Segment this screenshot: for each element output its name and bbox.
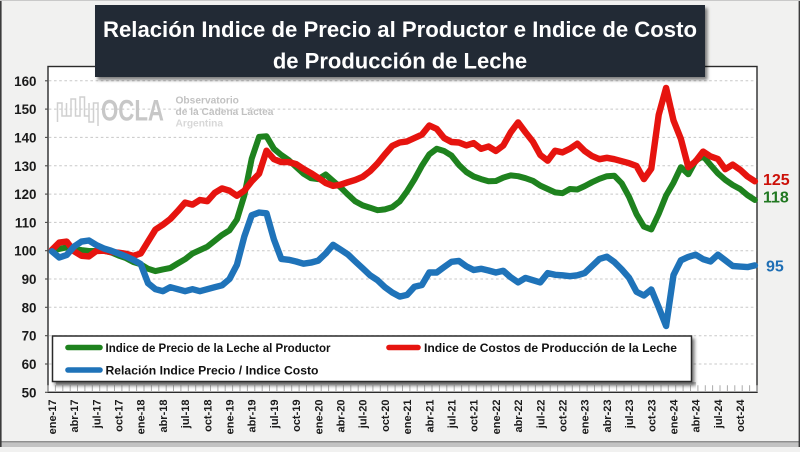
svg-text:ene-22: ene-22 bbox=[491, 400, 503, 435]
svg-text:140: 140 bbox=[14, 130, 36, 145]
svg-text:oct-21: oct-21 bbox=[469, 400, 481, 432]
svg-text:ene-19: ene-19 bbox=[225, 400, 237, 435]
svg-text:Observatorio: Observatorio bbox=[176, 96, 239, 107]
svg-text:jul-23: jul-23 bbox=[624, 400, 636, 430]
svg-text:jul-22: jul-22 bbox=[535, 400, 547, 430]
svg-text:oct-20: oct-20 bbox=[380, 400, 392, 432]
svg-text:abr-17: abr-17 bbox=[69, 400, 81, 433]
svg-text:118: 118 bbox=[763, 190, 789, 207]
svg-text:Indice de Precio de la Leche a: Indice de Precio de la Leche al Producto… bbox=[106, 341, 331, 355]
svg-text:ene-21: ene-21 bbox=[402, 400, 414, 435]
svg-text:ene-24: ene-24 bbox=[669, 399, 681, 435]
svg-text:120: 120 bbox=[14, 187, 36, 202]
svg-text:jul-19: jul-19 bbox=[269, 400, 281, 430]
svg-text:oct-17: oct-17 bbox=[114, 400, 126, 432]
svg-text:110: 110 bbox=[15, 215, 37, 230]
svg-text:oct-23: oct-23 bbox=[646, 400, 658, 432]
svg-text:oct-19: oct-19 bbox=[291, 400, 303, 432]
svg-text:abr-24: abr-24 bbox=[691, 399, 703, 433]
svg-text:60: 60 bbox=[22, 357, 37, 372]
svg-text:ene-23: ene-23 bbox=[580, 400, 592, 435]
svg-text:jul-20: jul-20 bbox=[358, 400, 370, 430]
svg-text:Argentina: Argentina bbox=[176, 119, 224, 130]
svg-text:Relación Indice Precio / Indic: Relación Indice Precio / Indice Costo bbox=[106, 364, 319, 378]
svg-text:de la Cadena Láctea: de la Cadena Láctea bbox=[176, 107, 274, 118]
svg-text:jul-21: jul-21 bbox=[447, 400, 459, 430]
svg-text:95: 95 bbox=[766, 259, 784, 276]
svg-text:abr-19: abr-19 bbox=[247, 400, 259, 433]
svg-text:Relación Indice de Precio al P: Relación Indice de Precio al Productor e… bbox=[103, 17, 697, 42]
svg-text:abr-18: abr-18 bbox=[158, 400, 170, 433]
svg-text:abr-23: abr-23 bbox=[602, 400, 614, 433]
svg-text:de Producción de Leche: de Producción de Leche bbox=[273, 48, 527, 73]
svg-text:jul-18: jul-18 bbox=[180, 400, 192, 430]
svg-text:80: 80 bbox=[22, 300, 37, 315]
svg-text:ene-18: ene-18 bbox=[136, 400, 148, 435]
svg-text:jul-24: jul-24 bbox=[713, 399, 725, 430]
svg-text:100: 100 bbox=[14, 244, 36, 259]
svg-text:Indice de Costos de Producción: Indice de Costos de Producción de la Lec… bbox=[424, 341, 677, 355]
svg-text:oct-18: oct-18 bbox=[202, 400, 214, 432]
svg-text:abr-21: abr-21 bbox=[424, 400, 436, 433]
svg-text:70: 70 bbox=[22, 329, 37, 344]
svg-text:160: 160 bbox=[14, 74, 36, 89]
svg-text:OCLA: OCLA bbox=[101, 95, 164, 128]
svg-text:oct-22: oct-22 bbox=[558, 400, 570, 432]
svg-text:oct-24: oct-24 bbox=[735, 399, 747, 432]
svg-text:abr-22: abr-22 bbox=[513, 400, 525, 433]
svg-text:125: 125 bbox=[763, 172, 790, 189]
svg-text:ene-20: ene-20 bbox=[313, 400, 325, 435]
svg-text:ene-17: ene-17 bbox=[47, 400, 59, 435]
svg-text:150: 150 bbox=[14, 102, 36, 117]
svg-text:50: 50 bbox=[22, 385, 37, 400]
svg-text:jul-17: jul-17 bbox=[91, 400, 103, 430]
svg-text:90: 90 bbox=[22, 272, 37, 287]
svg-text:130: 130 bbox=[14, 159, 36, 174]
svg-text:abr-20: abr-20 bbox=[336, 400, 348, 433]
